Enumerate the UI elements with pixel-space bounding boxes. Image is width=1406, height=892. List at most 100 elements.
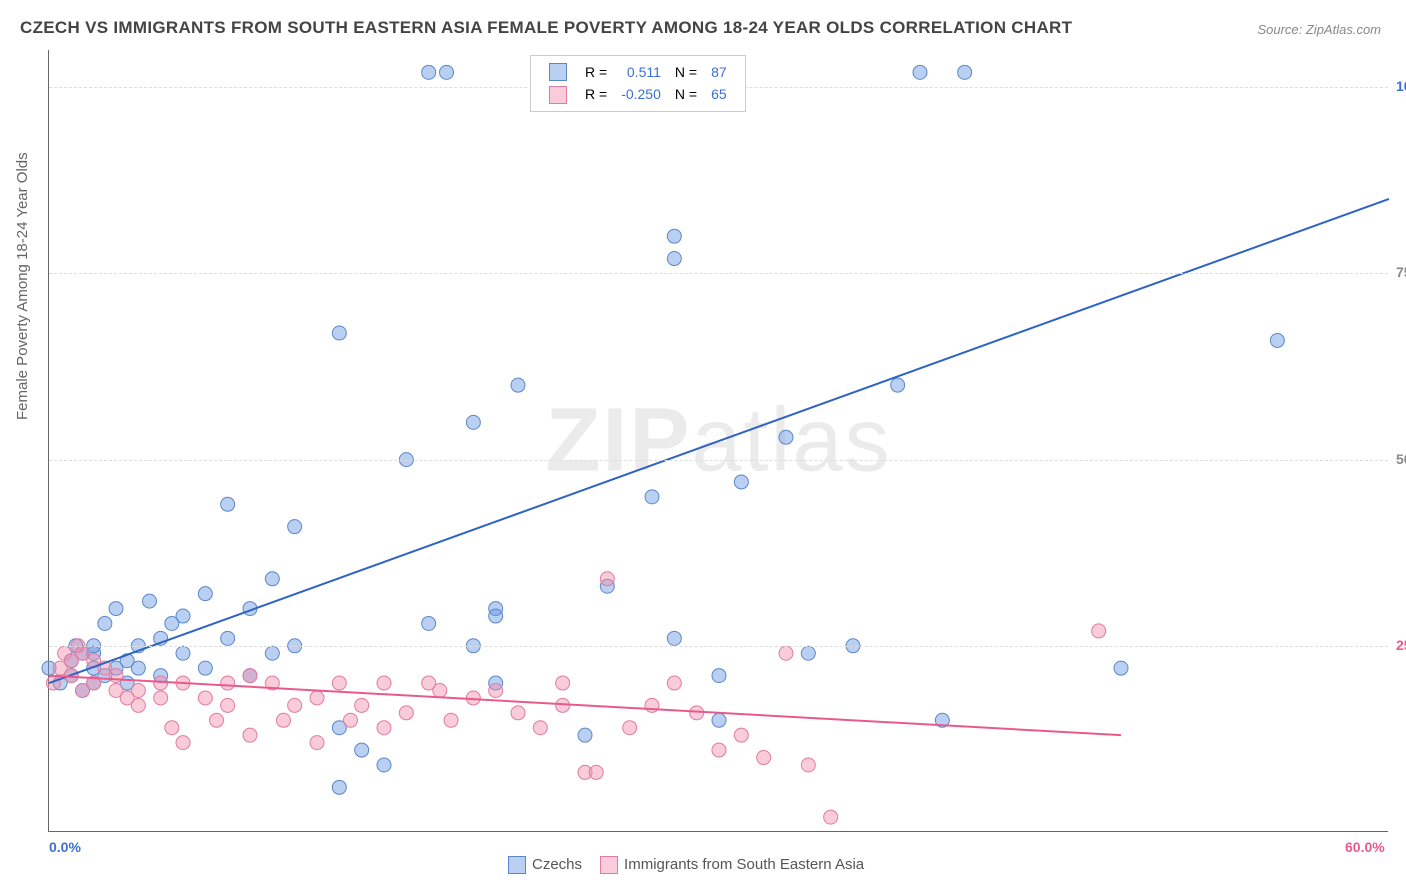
data-point xyxy=(243,669,257,683)
data-point xyxy=(131,698,145,712)
legend-row: R =-0.250N =65 xyxy=(543,84,733,104)
data-point xyxy=(131,683,145,697)
data-point xyxy=(277,713,291,727)
data-point xyxy=(221,631,235,645)
data-point xyxy=(1092,624,1106,638)
source-label: Source: ZipAtlas.com xyxy=(1257,22,1381,37)
data-point xyxy=(422,616,436,630)
legend-swatch xyxy=(549,86,567,104)
y-tick-label: 50.0% xyxy=(1396,451,1406,467)
data-point xyxy=(109,602,123,616)
n-label: N = xyxy=(669,84,703,104)
data-point xyxy=(265,646,279,660)
legend-correlation: R =0.511N =87R =-0.250N =65 xyxy=(530,55,746,112)
data-point xyxy=(667,676,681,690)
data-point xyxy=(265,572,279,586)
data-point xyxy=(958,65,972,79)
data-point xyxy=(712,713,726,727)
data-point xyxy=(712,743,726,757)
data-point xyxy=(801,646,815,660)
data-point xyxy=(198,691,212,705)
data-point xyxy=(712,669,726,683)
y-tick-label: 75.0% xyxy=(1396,264,1406,280)
data-point xyxy=(176,736,190,750)
legend-row: R =0.511N =87 xyxy=(543,62,733,82)
legend-swatch xyxy=(508,856,526,874)
data-point xyxy=(913,65,927,79)
data-point xyxy=(154,691,168,705)
data-point xyxy=(243,728,257,742)
data-point xyxy=(332,326,346,340)
data-point xyxy=(600,572,614,586)
n-label: N = xyxy=(669,62,703,82)
data-point xyxy=(440,65,454,79)
y-tick-label: 100.0% xyxy=(1396,78,1406,94)
r-label: R = xyxy=(579,62,613,82)
legend-swatch xyxy=(549,63,567,81)
data-point xyxy=(288,520,302,534)
data-point xyxy=(757,751,771,765)
legend-swatch xyxy=(600,856,618,874)
data-point xyxy=(422,65,436,79)
data-point xyxy=(511,378,525,392)
data-point xyxy=(210,713,224,727)
data-point xyxy=(176,646,190,660)
data-point xyxy=(489,609,503,623)
legend-series-label: Czechs xyxy=(532,856,582,873)
data-point xyxy=(344,713,358,727)
legend-series-label: Immigrants from South Eastern Asia xyxy=(624,856,864,873)
data-point xyxy=(332,780,346,794)
data-point xyxy=(1270,333,1284,347)
data-point xyxy=(377,676,391,690)
data-point xyxy=(221,698,235,712)
trend-line xyxy=(49,199,1389,683)
data-point xyxy=(623,721,637,735)
data-point xyxy=(466,415,480,429)
gridline xyxy=(49,646,1388,647)
r-label: R = xyxy=(579,84,613,104)
plot-area: ZIPatlas 25.0%50.0%75.0%100.0%0.0%60.0% xyxy=(48,50,1388,832)
legend-series: Czechs Immigrants from South Eastern Asia xyxy=(490,856,864,874)
data-point xyxy=(377,721,391,735)
data-point xyxy=(310,691,324,705)
data-point xyxy=(667,631,681,645)
data-point xyxy=(779,646,793,660)
data-point xyxy=(533,721,547,735)
x-tick-label: 60.0% xyxy=(1345,839,1385,855)
data-point xyxy=(399,706,413,720)
chart-title: CZECH VS IMMIGRANTS FROM SOUTH EASTERN A… xyxy=(20,18,1072,38)
data-point xyxy=(198,587,212,601)
r-value: 0.511 xyxy=(615,62,667,82)
data-point xyxy=(734,728,748,742)
y-axis-label: Female Poverty Among 18-24 Year Olds xyxy=(14,152,31,420)
data-point xyxy=(332,676,346,690)
data-point xyxy=(589,765,603,779)
data-point xyxy=(221,497,235,511)
data-point xyxy=(801,758,815,772)
n-value: 65 xyxy=(705,84,733,104)
data-point xyxy=(377,758,391,772)
gridline xyxy=(49,460,1388,461)
data-point xyxy=(779,430,793,444)
data-point xyxy=(176,609,190,623)
data-point xyxy=(511,706,525,720)
data-point xyxy=(221,676,235,690)
data-point xyxy=(355,698,369,712)
data-point xyxy=(433,683,447,697)
y-tick-label: 25.0% xyxy=(1396,637,1406,653)
data-point xyxy=(288,698,302,712)
n-value: 87 xyxy=(705,62,733,82)
r-value: -0.250 xyxy=(615,84,667,104)
data-point xyxy=(46,676,60,690)
data-point xyxy=(198,661,212,675)
data-point xyxy=(165,721,179,735)
data-point xyxy=(143,594,157,608)
trend-line xyxy=(49,676,1121,736)
data-point xyxy=(1114,661,1128,675)
data-point xyxy=(444,713,458,727)
data-point xyxy=(667,252,681,266)
data-point xyxy=(489,683,503,697)
data-point xyxy=(645,490,659,504)
data-point xyxy=(556,676,570,690)
data-point xyxy=(355,743,369,757)
